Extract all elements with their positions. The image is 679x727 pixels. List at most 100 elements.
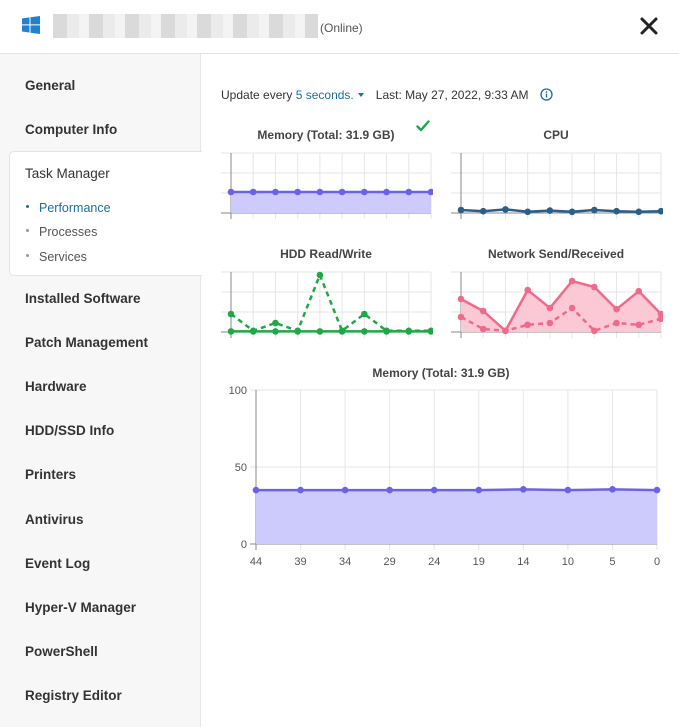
sidebar-item-hyper-v-manager[interactable]: Hyper-V Manager [25,600,137,615]
data-point [520,486,527,493]
sub-item-label: Performance [39,201,111,215]
x-tick-label: 24 [428,556,440,568]
series-area [461,308,661,332]
data-point [227,310,235,318]
sidebar: Performance Processes Services General C… [0,54,202,727]
x-tick-label: 10 [562,556,574,568]
data-point [430,486,438,494]
data-point [635,208,643,216]
sidebar-item-general[interactable]: General [25,78,76,93]
data-point [479,207,487,215]
data-point [383,188,390,196]
windows-logo-icon [22,16,40,34]
data-point [457,313,465,321]
sidebar-item-task-manager[interactable]: Task Manager [25,166,110,181]
data-point [294,327,301,335]
series-line [460,279,662,333]
info-icon[interactable] [540,88,553,101]
bullet-icon [26,229,29,233]
x-tick-label: 39 [294,556,306,568]
sidebar-item-computer-info[interactable]: Computer Info [25,122,118,137]
update-interval-label: 5 seconds. [295,88,354,102]
sidebar-item-hardware[interactable]: Hardware [25,379,87,394]
data-point [227,188,235,196]
data-point [405,327,413,335]
x-tick-label: 19 [473,556,485,568]
sub-item-processes[interactable]: Processes [26,225,97,239]
series-line [230,271,431,333]
data-point [657,207,663,215]
data-point [546,319,554,327]
data-point [361,188,368,196]
sidebar-item-event-log[interactable]: Event Log [25,556,91,571]
check-icon [416,120,430,132]
sub-item-services[interactable]: Services [26,250,87,264]
bullet-icon [26,254,29,258]
data-point [341,486,349,494]
data-point [568,304,576,312]
x-tick-label: 5 [609,556,615,568]
data-point [386,486,393,494]
update-prefix: Update every [221,88,293,102]
data-point [272,328,279,335]
data-point [609,486,616,493]
data-point [613,319,620,327]
sidebar-item-registry-editor[interactable]: Registry Editor [25,688,122,703]
x-tick-label: 29 [384,556,396,568]
data-point [338,327,346,335]
data-point [294,188,301,196]
close-icon[interactable] [637,14,661,38]
data-point [546,207,554,214]
data-point [479,307,487,315]
series-line [256,488,658,492]
data-point [272,319,279,327]
data-point [524,286,531,294]
data-point [361,328,368,335]
sidebar-item-patch-management[interactable]: Patch Management [25,335,149,350]
data-point [252,486,260,494]
update-interval-dropdown[interactable]: 5 seconds. [296,88,376,102]
series-line [460,208,662,214]
sidebar-item-installed-software[interactable]: Installed Software [25,291,141,306]
update-toolbar: Update every 5 seconds. Last: May 27, 202… [221,88,553,102]
sidebar-item-printers[interactable]: Printers [25,467,77,482]
bullet-icon [26,205,29,209]
memory-mini-chart [221,152,433,219]
network-mini-chart [451,271,663,338]
sub-item-label: Processes [39,225,98,239]
sidebar-item-powershell[interactable]: PowerShell [25,644,98,659]
caret-down-icon [357,92,364,97]
sub-item-performance[interactable]: Performance [26,201,111,215]
data-point [502,327,509,335]
data-point [613,207,620,215]
data-point [297,486,304,494]
data-point [475,486,483,494]
x-tick-label: 0 [654,556,660,568]
hdd-mini-chart [221,271,433,338]
y-tick-label: 100 [229,385,247,397]
hdd-chart-title: HDD Read/Write [280,247,372,261]
data-point [249,327,257,335]
data-point [316,188,324,196]
data-point [361,310,368,318]
window-header: (Online) [0,0,679,54]
data-point [564,486,572,494]
series-area [256,489,657,544]
data-point [613,305,620,313]
data-point [524,321,531,329]
data-point [635,321,643,329]
data-point [657,315,663,323]
data-point [338,188,346,196]
redacted-computer-name [53,14,318,38]
data-point [383,327,390,335]
data-point [591,283,598,291]
sidebar-item-antivirus[interactable]: Antivirus [25,512,84,527]
data-point [316,271,324,279]
data-point [457,206,465,214]
sidebar-item-hdd-ssd-info[interactable]: HDD/SSD Info [25,423,115,438]
last-updated: Last: May 27, 2022, 9:33 AM [375,88,529,102]
memory-chart-title: Memory (Total: 31.9 GB) [257,128,395,142]
memory-detail-chart-title: Memory (Total: 31.9 GB) [372,366,510,380]
cpu-mini-chart [451,152,663,219]
